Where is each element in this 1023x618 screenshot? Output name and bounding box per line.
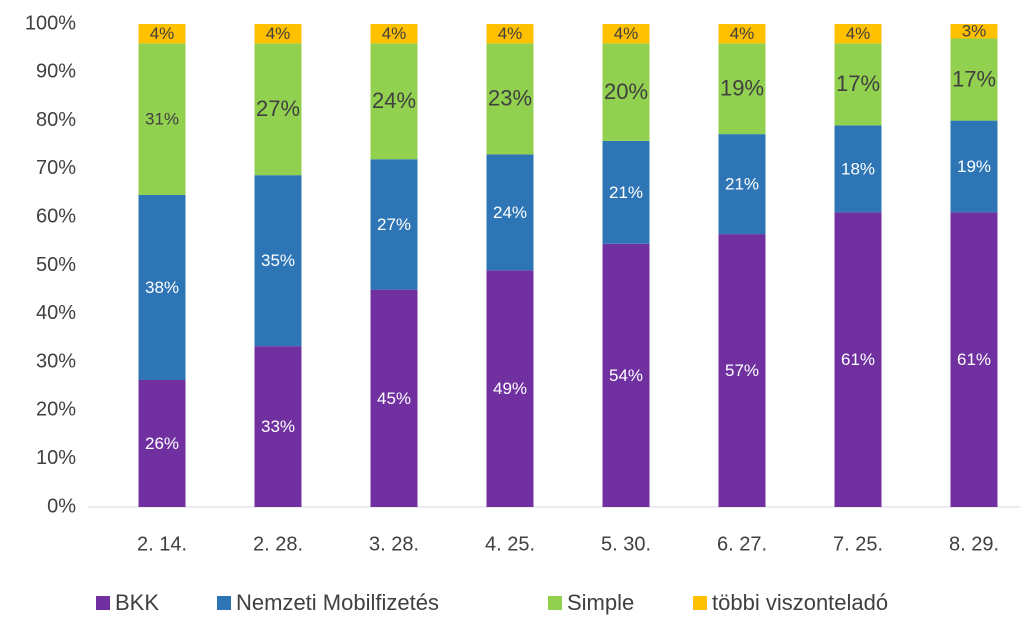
bar-segment bbox=[834, 24, 882, 44]
data-label: 19% bbox=[957, 157, 991, 176]
data-label: 35% bbox=[261, 251, 295, 270]
data-label: 54% bbox=[609, 366, 643, 385]
bar-segment bbox=[138, 379, 186, 507]
data-label: 4% bbox=[498, 24, 523, 43]
x-tick-label: 7. 25. bbox=[833, 533, 883, 555]
x-tick-label: 5. 30. bbox=[601, 533, 651, 555]
data-label: 4% bbox=[846, 24, 871, 43]
x-tick-label: 4. 25. bbox=[485, 533, 535, 555]
bar-segment bbox=[138, 194, 186, 380]
x-tick-label: 2. 28. bbox=[253, 533, 303, 555]
y-tick-label: 0% bbox=[47, 495, 76, 517]
data-label: 4% bbox=[382, 24, 407, 43]
data-label: 45% bbox=[377, 389, 411, 408]
bar-segment bbox=[486, 270, 534, 507]
y-tick-label: 40% bbox=[36, 302, 76, 324]
data-label: 61% bbox=[957, 350, 991, 369]
data-label: 20% bbox=[604, 79, 648, 104]
data-label: 27% bbox=[256, 96, 300, 121]
bar-segment bbox=[950, 212, 998, 507]
bar-segment bbox=[370, 43, 418, 160]
legend-swatch bbox=[693, 596, 707, 610]
data-label: 21% bbox=[609, 183, 643, 202]
data-label: 4% bbox=[266, 24, 291, 43]
bar-segment bbox=[602, 24, 650, 44]
data-label: 49% bbox=[493, 379, 527, 398]
y-tick-label: 30% bbox=[36, 350, 76, 372]
y-tick-label: 10% bbox=[36, 447, 76, 469]
bar-segment bbox=[486, 43, 534, 155]
data-label: 4% bbox=[730, 24, 755, 43]
data-label: 19% bbox=[720, 76, 764, 101]
bar-segment bbox=[602, 243, 650, 507]
bar-segment bbox=[254, 175, 302, 347]
data-label: 23% bbox=[488, 86, 532, 111]
legend-swatch bbox=[548, 596, 562, 610]
bar-segment bbox=[718, 134, 766, 235]
bar-segment bbox=[254, 346, 302, 507]
legend-label: BKK bbox=[115, 590, 159, 615]
y-tick-label: 100% bbox=[25, 12, 76, 34]
y-tick-label: 90% bbox=[36, 61, 76, 83]
data-label: 38% bbox=[145, 278, 179, 297]
data-label: 21% bbox=[725, 175, 759, 194]
x-tick-label: 6. 27. bbox=[717, 533, 767, 555]
bar-segment bbox=[486, 24, 534, 44]
bar-segment bbox=[370, 289, 418, 507]
legend-label: többi viszonteladó bbox=[712, 590, 888, 615]
bar-segment bbox=[138, 43, 186, 195]
data-label: 4% bbox=[150, 24, 175, 43]
data-label: 31% bbox=[145, 110, 179, 129]
bar-segment bbox=[370, 24, 418, 44]
y-tick-label: 70% bbox=[36, 157, 76, 179]
data-label: 24% bbox=[372, 88, 416, 113]
bar-segment bbox=[486, 154, 534, 271]
bar-segment bbox=[834, 43, 882, 126]
bar-segment bbox=[718, 24, 766, 44]
data-label: 17% bbox=[952, 66, 996, 91]
y-tick-label: 80% bbox=[36, 109, 76, 131]
legend-label: Simple bbox=[567, 590, 634, 615]
data-label: 26% bbox=[145, 434, 179, 453]
bar-segment bbox=[834, 212, 882, 507]
bar-segment bbox=[254, 24, 302, 44]
y-tick-label: 60% bbox=[36, 205, 76, 227]
bar-segment bbox=[950, 24, 998, 39]
data-label: 17% bbox=[836, 71, 880, 96]
legend-swatch bbox=[217, 596, 231, 610]
legend-label: Nemzeti Mobilfizetés bbox=[236, 590, 439, 615]
y-tick-label: 50% bbox=[36, 254, 76, 276]
data-label: 18% bbox=[841, 159, 875, 178]
x-tick-label: 8. 29. bbox=[949, 533, 999, 555]
data-label: 33% bbox=[261, 417, 295, 436]
bar-segment bbox=[950, 120, 998, 213]
bar-segment bbox=[370, 159, 418, 290]
bar-segment bbox=[602, 140, 650, 244]
bar-segment bbox=[718, 234, 766, 508]
data-label: 3% bbox=[962, 22, 987, 41]
data-label: 4% bbox=[614, 24, 639, 43]
data-label: 27% bbox=[377, 215, 411, 234]
x-tick-label: 3. 28. bbox=[369, 533, 419, 555]
data-label: 57% bbox=[725, 361, 759, 380]
bar-segment bbox=[254, 43, 302, 176]
data-label: 24% bbox=[493, 203, 527, 222]
bar-segment bbox=[138, 24, 186, 44]
bar-segment bbox=[950, 38, 998, 121]
x-tick-label: 2. 14. bbox=[137, 533, 187, 555]
data-label: 61% bbox=[841, 350, 875, 369]
legend-swatch bbox=[96, 596, 110, 610]
bar-segment bbox=[602, 43, 650, 141]
bar-segment bbox=[718, 43, 766, 135]
bar-segment bbox=[834, 125, 882, 213]
y-tick-label: 20% bbox=[36, 399, 76, 421]
